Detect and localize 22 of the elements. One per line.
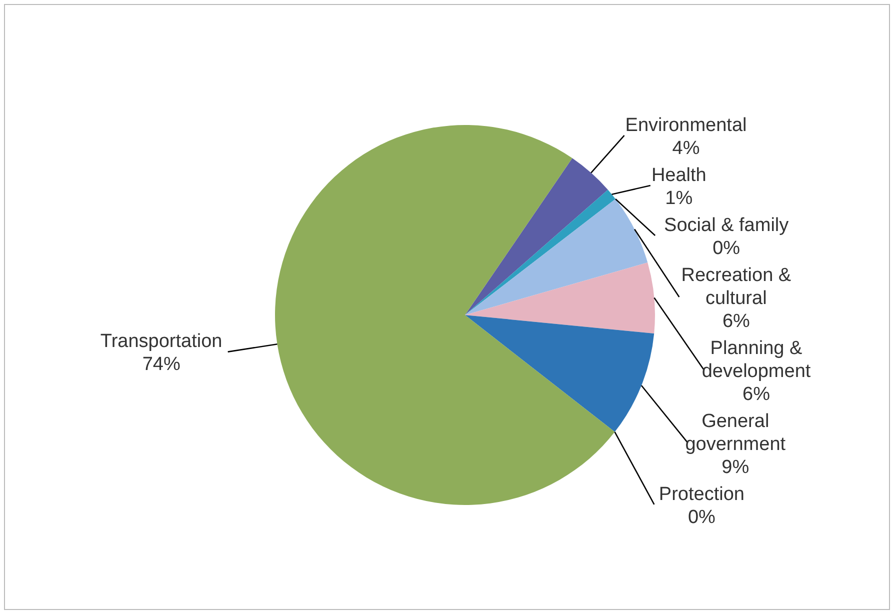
data-label: 74%	[142, 354, 180, 376]
data-label: 4%	[672, 138, 700, 159]
data-label: 6%	[722, 310, 750, 332]
text: 0%	[712, 238, 740, 259]
text: 0%	[688, 506, 716, 528]
data-label: 9%	[722, 456, 750, 478]
pie-slice	[465, 190, 616, 315]
data-label: 6%	[742, 384, 770, 405]
slice-label: Planning & development	[702, 338, 812, 382]
pie-slice	[275, 125, 615, 505]
pie-slice	[465, 262, 655, 334]
category-label: Protection	[658, 484, 744, 505]
pie-slice	[465, 315, 654, 432]
slice-label: Recreation & cultural	[681, 264, 792, 309]
pie-slice	[465, 158, 608, 315]
pie-slice	[465, 199, 648, 315]
slice-label: Environmental	[625, 114, 747, 136]
slice-label: Health	[651, 164, 706, 186]
data-label: 1%	[665, 188, 693, 209]
legend-label: Social & family	[664, 214, 790, 236]
slice-label: Transportation	[100, 331, 222, 352]
slice-label: General government	[685, 410, 786, 455]
